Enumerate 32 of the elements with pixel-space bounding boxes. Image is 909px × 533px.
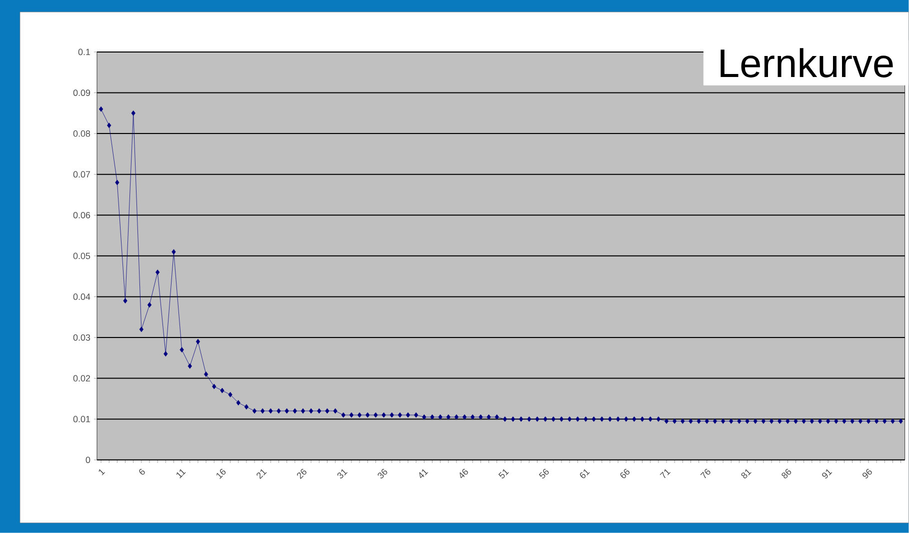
- x-tick-label: 56: [538, 468, 549, 478]
- x-tick-label: 86: [782, 468, 792, 478]
- x-tick-label: 61: [580, 469, 590, 478]
- x-tick-label: 31: [337, 469, 348, 478]
- x-tick-label: 91: [822, 469, 832, 478]
- x-tick-label: 16: [216, 468, 226, 479]
- x-tick-label: 1: [98, 469, 106, 476]
- y-tick-label: 0.05: [73, 252, 90, 260]
- y-tick-label: 0.08: [73, 130, 90, 137]
- x-tick-label: 41: [419, 469, 428, 478]
- y-tick-label: 0.01: [73, 416, 90, 422]
- x-tick-label: 66: [620, 468, 630, 478]
- y-tick-label: 0.07: [73, 171, 90, 178]
- y-tick-label: 0.06: [73, 212, 90, 218]
- x-tick-label: 26: [297, 468, 306, 480]
- x-tick-label: 76: [700, 468, 710, 478]
- x-tick-label: 81: [741, 469, 752, 478]
- x-tick-label: 36: [378, 468, 388, 478]
- x-tick-label: 46: [460, 468, 468, 478]
- x-tick-label: 11: [176, 469, 186, 478]
- x-tick-label: 21: [256, 469, 267, 480]
- y-tick-label: 0.1: [78, 48, 90, 56]
- y-tick-label: 0.09: [73, 90, 90, 96]
- y-tick-label: 0.03: [73, 334, 90, 341]
- chart-title: Lernkurve: [720, 48, 893, 78]
- y-tick-label: 0.02: [73, 375, 90, 382]
- y-tick-label: 0: [86, 456, 90, 464]
- x-tick-label: 71: [660, 469, 671, 478]
- x-tick-label: 51: [498, 469, 509, 478]
- x-tick-label: 96: [862, 468, 872, 478]
- x-tick-label: 6: [139, 468, 145, 475]
- y-tick-label: 0.04: [73, 294, 90, 300]
